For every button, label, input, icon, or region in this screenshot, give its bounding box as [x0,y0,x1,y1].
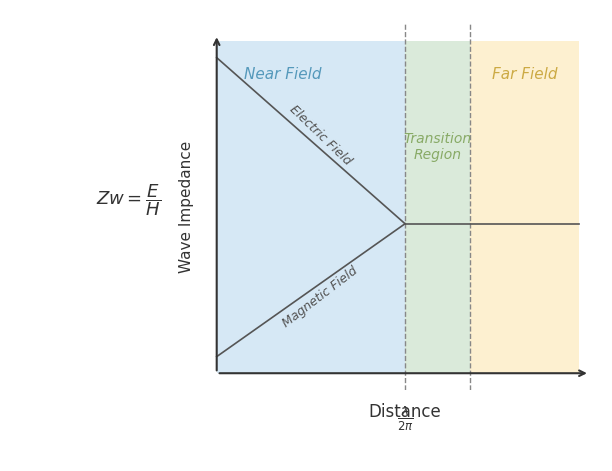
Text: Near Field: Near Field [244,67,321,82]
Text: Far Field: Far Field [492,67,558,82]
Text: Electric Field: Electric Field [287,103,354,168]
Polygon shape [217,41,405,373]
Polygon shape [405,41,470,373]
Text: Wave Impedance: Wave Impedance [179,141,194,273]
Text: $\frac{\lambda}{2\pi}$: $\frac{\lambda}{2\pi}$ [397,405,413,432]
Text: Transition
Region: Transition Region [403,132,472,162]
Text: Magnetic Field: Magnetic Field [280,264,360,330]
Text: $Zw = \dfrac{E}{H}$: $Zw = \dfrac{E}{H}$ [96,182,161,218]
Text: Distance: Distance [368,403,441,421]
Polygon shape [470,41,579,373]
